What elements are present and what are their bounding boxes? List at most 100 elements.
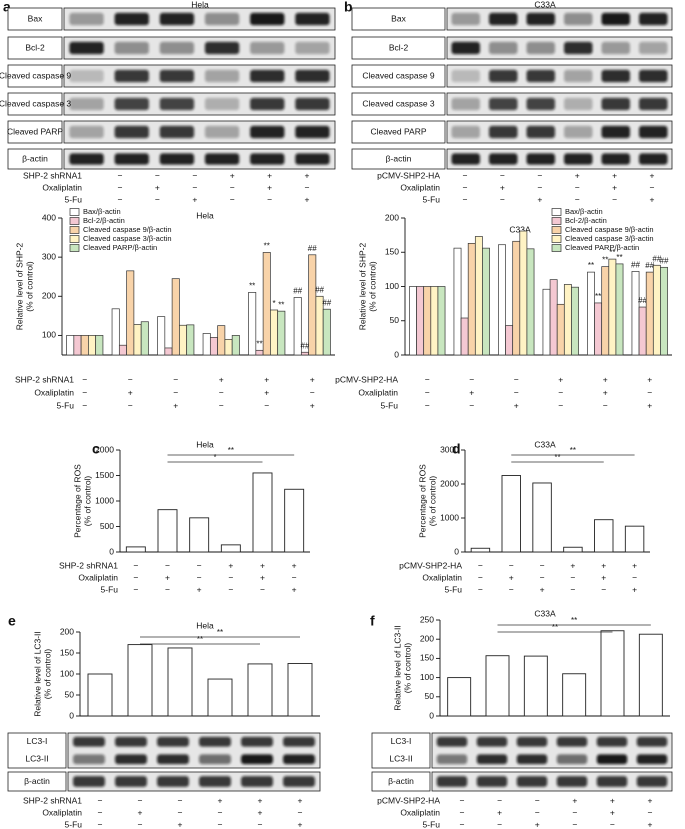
treatment-label: SHP-2 shRNA1 [15, 374, 74, 384]
chart-title: Hela [196, 210, 214, 220]
blot-band [73, 736, 105, 747]
treatment-sign: − [128, 400, 133, 410]
treatment-sign: − [192, 182, 197, 192]
treatment-sign: + [258, 795, 263, 805]
blot-title: Hela [191, 0, 209, 9]
blot-band [639, 69, 668, 83]
blot-frame [63, 148, 336, 170]
significance-mark: ## [645, 261, 654, 270]
bar [220, 544, 241, 553]
treatment-sign: − [192, 170, 197, 180]
legend-swatch [69, 235, 80, 243]
significance-mark: ** [228, 446, 234, 455]
panel-letter: f [370, 613, 375, 629]
blot-title: C33A [534, 0, 556, 9]
treatment-sign: + [570, 560, 575, 570]
bar [631, 271, 640, 356]
y-tick-label: 0 [109, 546, 114, 556]
bar [133, 324, 142, 356]
blot-band [283, 754, 315, 765]
blot-frame [446, 64, 673, 88]
blot-band [295, 41, 330, 55]
chart-title: C33A [534, 608, 556, 618]
significance-mark: ** [264, 242, 270, 251]
y-axis-label: (% of control) [402, 643, 412, 694]
treatment-sign: − [425, 387, 430, 397]
treatment-sign: − [173, 387, 178, 397]
bar [563, 546, 583, 553]
bar [157, 316, 166, 356]
treatment-sign: + [603, 387, 608, 397]
bar [615, 263, 624, 356]
treatment-sign: + [230, 170, 235, 180]
blot-band [295, 69, 330, 83]
blot-band [489, 153, 518, 165]
bar [652, 264, 661, 356]
significance-mark: ** [616, 253, 622, 262]
bar [460, 317, 469, 356]
blot-band [601, 153, 630, 165]
treatment-label: Oxaliplatin [42, 807, 82, 817]
y-tick-label: 0 [69, 710, 74, 720]
bar [562, 673, 587, 717]
treatment-label: 5-Fu [65, 819, 83, 829]
treatment-sign: − [82, 387, 87, 397]
treatment-label: Oxaliplatin [42, 182, 82, 192]
treatment-sign: − [82, 374, 87, 384]
significance-mark: ## [322, 298, 331, 307]
treatment-sign: − [572, 807, 577, 817]
bar [532, 482, 552, 553]
treatment-sign: + [264, 374, 269, 384]
blot-band [564, 97, 593, 111]
significance-mark: ## [293, 287, 302, 296]
blot-label: β-actin [22, 153, 48, 163]
treatment-sign: − [540, 560, 545, 570]
blot-label-box [351, 7, 446, 31]
blot-band [476, 736, 508, 747]
significance-mark: * [213, 453, 216, 462]
chart-title: C33A [534, 439, 556, 449]
blot-band [157, 736, 189, 747]
bar [322, 308, 331, 356]
legend-swatch [551, 226, 562, 234]
blot-label-box [351, 36, 446, 60]
blot-band [596, 736, 628, 747]
blot-band [283, 736, 315, 747]
blot-band [601, 12, 630, 26]
blot-label-box [7, 36, 63, 60]
bar [118, 344, 127, 356]
treatment-sign: + [558, 374, 563, 384]
treatment-sign: + [218, 795, 223, 805]
bar [293, 297, 302, 356]
treatment-sign: + [292, 560, 297, 570]
treatment-label: SHP-2 shRNA1 [59, 560, 118, 570]
bar [638, 633, 663, 717]
treatment-sign: + [535, 819, 540, 829]
significance-mark: ** [278, 300, 284, 309]
treatment-sign: − [165, 560, 170, 570]
y-tick-label: 500 [100, 521, 114, 531]
treatment-sign: − [558, 400, 563, 410]
treatment-sign: + [298, 819, 303, 829]
bar [470, 547, 491, 553]
treatment-label: 5-Fu [423, 194, 441, 204]
panel-letter: d [452, 441, 461, 457]
treatment-sign: − [535, 807, 540, 817]
blot-band [564, 125, 593, 139]
treatment-sign: + [128, 387, 133, 397]
blot-label-box [7, 64, 63, 88]
blot-label-box [371, 732, 431, 769]
treatment-sign: − [469, 400, 474, 410]
treatment-sign: − [632, 572, 637, 582]
significance-mark: ** [602, 256, 608, 265]
treatment-sign: − [82, 400, 87, 410]
y-axis-label: Percentage of ROS [72, 464, 82, 538]
treatment-sign: − [478, 584, 483, 594]
significance-mark: ** [571, 616, 577, 625]
treatment-sign: + [650, 170, 655, 180]
significance-mark: ## [660, 256, 669, 265]
significance-mark: ** [570, 446, 576, 455]
legend-label: Bcl-2/β-actin [565, 216, 607, 225]
significance-mark: ** [249, 281, 255, 290]
treatment-sign: − [460, 795, 465, 805]
